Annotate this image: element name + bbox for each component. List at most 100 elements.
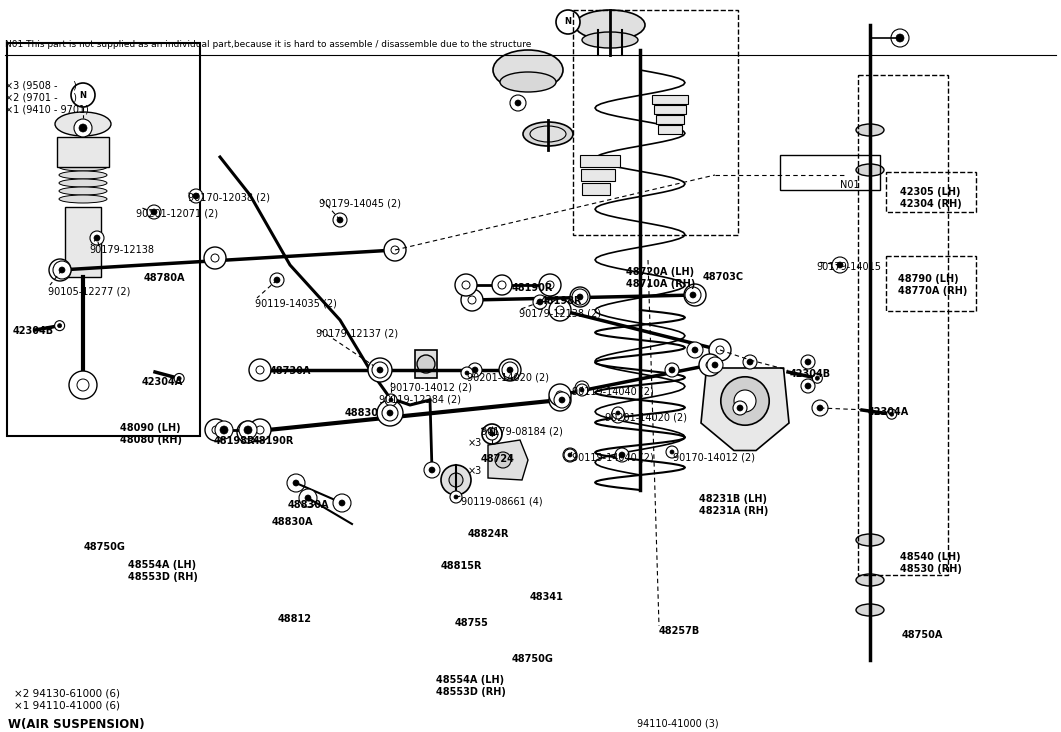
Circle shape xyxy=(53,261,71,279)
Circle shape xyxy=(615,448,629,462)
Bar xyxy=(581,169,615,181)
Circle shape xyxy=(90,231,104,245)
Text: 42305 (LH): 42305 (LH) xyxy=(900,187,960,197)
Circle shape xyxy=(244,428,253,436)
Text: 90119-14035 (2): 90119-14035 (2) xyxy=(255,298,337,308)
Circle shape xyxy=(685,287,701,303)
Circle shape xyxy=(712,362,718,368)
Circle shape xyxy=(460,289,483,311)
Bar xyxy=(65,207,101,277)
Circle shape xyxy=(482,424,502,444)
Circle shape xyxy=(805,383,811,389)
Circle shape xyxy=(377,367,383,373)
Text: 48720A (LH): 48720A (LH) xyxy=(626,267,694,277)
Text: 42304A: 42304A xyxy=(142,377,184,387)
Text: 90119-14040 (2): 90119-14040 (2) xyxy=(572,386,654,396)
Text: 48750A: 48750A xyxy=(902,630,943,640)
Circle shape xyxy=(205,419,227,441)
Circle shape xyxy=(49,259,71,281)
Text: 48553D (RH): 48553D (RH) xyxy=(436,687,506,697)
Text: ×1 94110-41000 (6): ×1 94110-41000 (6) xyxy=(14,700,120,710)
Text: N: N xyxy=(488,430,495,438)
Circle shape xyxy=(891,29,909,47)
Circle shape xyxy=(269,273,284,287)
Text: 48540 (LH): 48540 (LH) xyxy=(900,552,960,562)
Circle shape xyxy=(492,275,512,295)
Text: 90119-14040 (2): 90119-14040 (2) xyxy=(572,452,654,462)
Circle shape xyxy=(211,254,219,262)
Text: 48780A: 48780A xyxy=(144,273,186,283)
Circle shape xyxy=(706,361,714,369)
Circle shape xyxy=(455,274,477,296)
Bar xyxy=(573,10,738,235)
Text: 94110-41000 (3): 94110-41000 (3) xyxy=(637,718,718,728)
Circle shape xyxy=(611,409,625,423)
Text: 48830A: 48830A xyxy=(288,500,330,510)
Bar xyxy=(582,183,610,195)
Circle shape xyxy=(568,453,572,457)
Circle shape xyxy=(556,306,564,314)
Circle shape xyxy=(249,419,271,441)
Circle shape xyxy=(56,266,64,274)
Circle shape xyxy=(890,412,893,417)
Bar xyxy=(415,350,437,378)
Circle shape xyxy=(612,407,624,419)
Circle shape xyxy=(375,365,385,375)
Text: ×3: ×3 xyxy=(468,466,483,476)
Circle shape xyxy=(384,407,396,419)
Text: 48710A (RH): 48710A (RH) xyxy=(626,279,695,289)
Text: 90179-14045 (2): 90179-14045 (2) xyxy=(319,198,401,208)
Circle shape xyxy=(575,381,589,395)
Circle shape xyxy=(572,289,588,305)
Text: 42304A: 42304A xyxy=(868,407,909,417)
Text: 48090 (LH): 48090 (LH) xyxy=(120,423,180,433)
Circle shape xyxy=(333,494,351,512)
Bar xyxy=(580,155,620,167)
Circle shape xyxy=(616,411,620,415)
Bar xyxy=(7,43,201,436)
Text: 90179-12138 (2): 90179-12138 (2) xyxy=(519,309,601,319)
Circle shape xyxy=(368,358,392,382)
Circle shape xyxy=(709,339,731,361)
Circle shape xyxy=(193,193,199,199)
Circle shape xyxy=(472,367,479,373)
Text: 48554A (LH): 48554A (LH) xyxy=(436,675,504,685)
Circle shape xyxy=(692,347,698,353)
Text: N01 This part is not supplied as an individual part,because it is hard to assemb: N01 This part is not supplied as an indi… xyxy=(5,40,532,49)
Circle shape xyxy=(384,239,406,261)
Circle shape xyxy=(385,408,395,418)
Text: 42304B: 42304B xyxy=(13,326,54,336)
Circle shape xyxy=(74,119,92,137)
Circle shape xyxy=(454,495,458,499)
Text: 48770A (RH): 48770A (RH) xyxy=(898,286,968,296)
Circle shape xyxy=(733,401,747,415)
Circle shape xyxy=(570,287,590,307)
Text: 48190R: 48190R xyxy=(253,436,294,446)
Ellipse shape xyxy=(856,604,884,616)
Text: 90201-14020 (2): 90201-14020 (2) xyxy=(467,372,549,382)
Circle shape xyxy=(220,426,228,434)
Ellipse shape xyxy=(493,50,563,90)
Circle shape xyxy=(507,370,514,376)
Circle shape xyxy=(244,426,253,434)
Ellipse shape xyxy=(59,163,107,171)
Bar xyxy=(656,115,684,124)
Circle shape xyxy=(699,354,721,376)
Ellipse shape xyxy=(59,171,107,179)
Text: 90179-14015: 90179-14015 xyxy=(816,262,881,272)
Circle shape xyxy=(387,410,393,416)
Circle shape xyxy=(815,376,819,380)
Circle shape xyxy=(59,267,65,273)
Text: 48750G: 48750G xyxy=(512,654,554,664)
Polygon shape xyxy=(488,440,528,480)
Text: 90179-12137 (2): 90179-12137 (2) xyxy=(316,328,398,338)
Circle shape xyxy=(539,274,561,296)
Text: 48824R: 48824R xyxy=(468,529,509,539)
Circle shape xyxy=(337,217,343,223)
Circle shape xyxy=(549,384,571,406)
Circle shape xyxy=(441,465,471,495)
Circle shape xyxy=(274,277,280,283)
Circle shape xyxy=(549,299,571,321)
Text: 48730A: 48730A xyxy=(269,366,311,376)
Circle shape xyxy=(147,205,161,219)
